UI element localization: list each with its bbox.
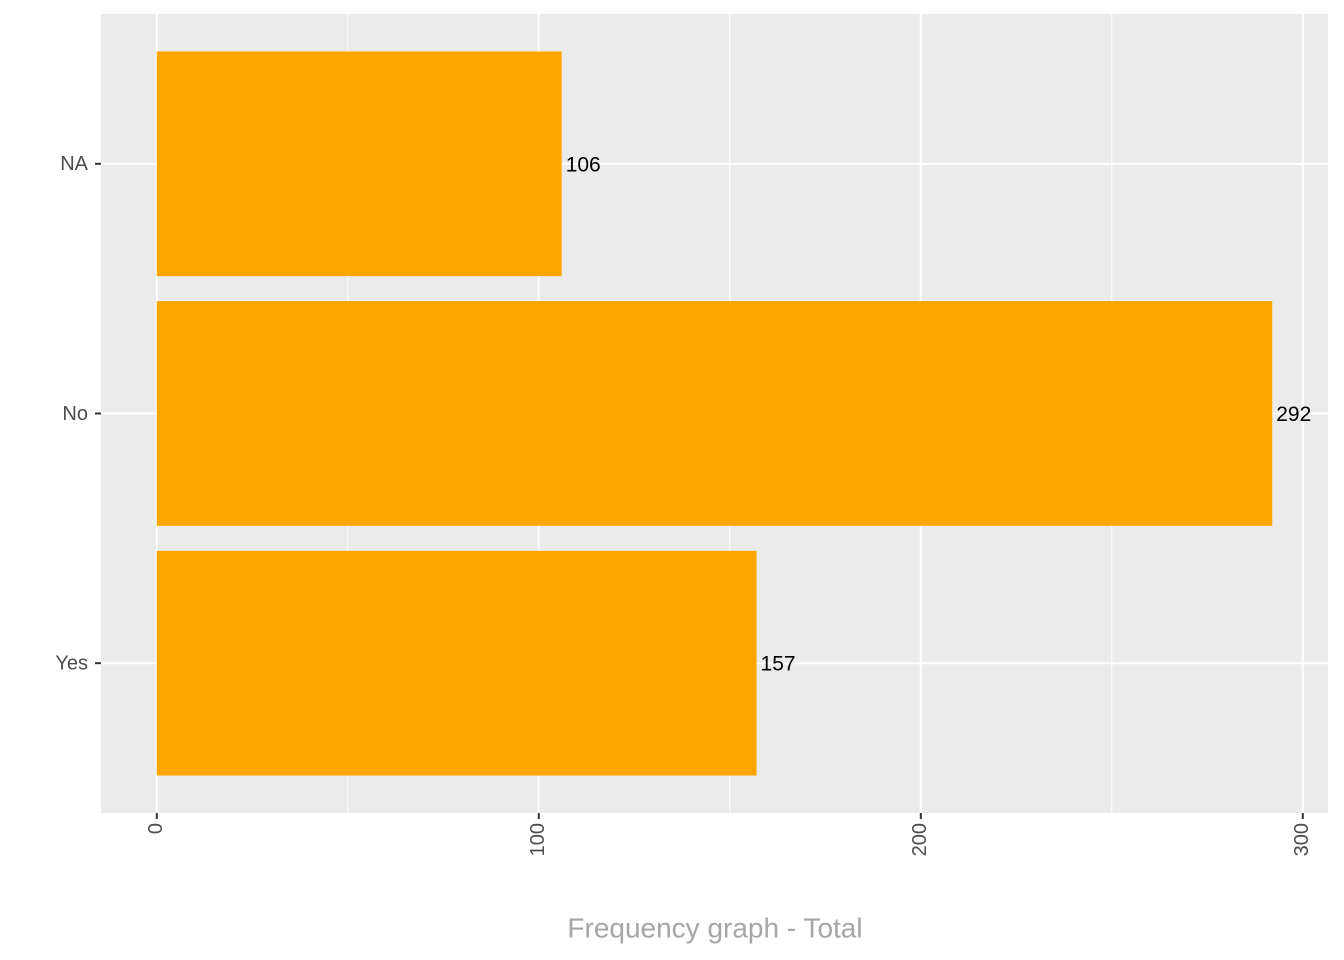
y-tick-label: No	[62, 403, 88, 425]
x-tick-label: 0	[145, 823, 167, 834]
x-tick-label: 200	[909, 823, 931, 856]
value-label: 157	[761, 653, 796, 676]
x-tick-label: 300	[1291, 823, 1313, 856]
x-axis-title: Frequency graph - Total	[567, 912, 862, 943]
bar	[156, 301, 1273, 526]
value-label: 292	[1276, 403, 1311, 426]
y-tick-label: NA	[60, 153, 88, 175]
bar	[156, 51, 562, 277]
y-tick-label: Yes	[55, 652, 88, 674]
bar	[156, 550, 757, 776]
value-label: 106	[566, 153, 601, 176]
x-tick-label: 100	[527, 823, 549, 856]
